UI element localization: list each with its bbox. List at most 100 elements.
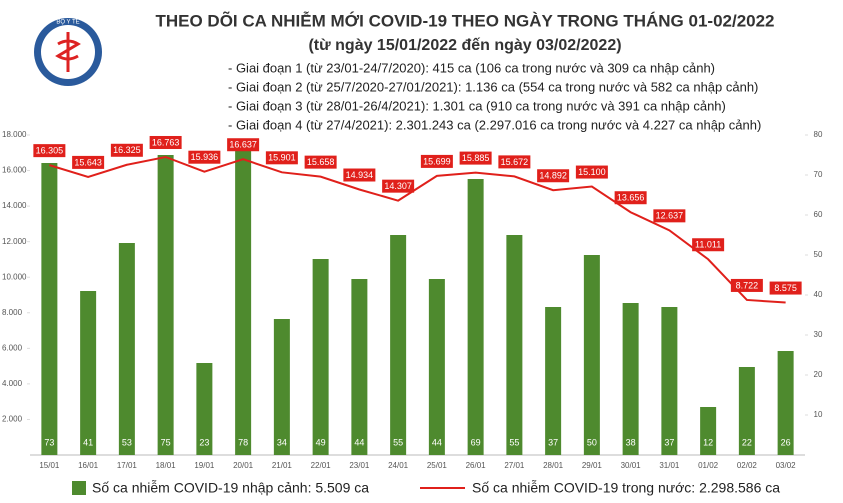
y2-tick-label: 10 [814,410,823,419]
y-tick-label: 8.000 [2,308,23,317]
line-value-label: 15.699 [423,156,451,166]
logo-text: BỘ Y TẾ [56,19,79,26]
bar-value-label: 38 [626,437,636,447]
bar-value-label: 44 [432,437,442,447]
line-value-label: 15.643 [74,157,102,167]
value-label-box [72,155,105,169]
value-label-box [265,151,298,165]
x-tick-label: 23/01 [349,461,370,470]
value-label-box [227,138,260,152]
line-value-label: 16.325 [113,145,141,155]
bar [506,235,523,455]
line-value-label: 14.934 [346,170,374,180]
y-tick-label: 12.000 [2,237,27,246]
bar [157,155,174,455]
line [49,155,786,304]
annotation: - Giai đoạn 4 (từ 27/4/2021): 2.301.243 … [228,117,761,132]
value-label-box [498,155,531,169]
legend-swatch [72,481,86,495]
line-value-label: 14.892 [539,171,567,181]
value-label-box [188,150,221,164]
value-label-box [537,169,570,183]
line-value-label: 15.885 [462,153,490,163]
value-label-box [110,143,143,157]
x-tick-label: 16/01 [78,461,99,470]
value-label-box [653,209,686,223]
x-tick-label: 02/02 [737,461,758,470]
bar [700,407,717,455]
bar [583,255,600,455]
bar-value-label: 12 [703,437,713,447]
x-tick-label: 20/01 [233,461,254,470]
line-value-label: 16.305 [36,146,64,156]
line-value-label: 15.901 [268,153,296,163]
bar [738,367,755,455]
bar-value-label: 53 [122,437,132,447]
y-tick-label: 4.000 [2,379,23,388]
x-tick-label: 15/01 [39,461,60,470]
x-tick-label: 01/02 [698,461,719,470]
bar-value-label: 73 [44,437,54,447]
line-value-label: 16.637 [229,140,257,150]
value-label-box [614,191,647,205]
chart-subtitle: (từ ngày 15/01/2022 đến ngày 03/02/2022) [308,37,621,54]
x-tick-label: 31/01 [659,461,680,470]
bar-value-label: 44 [354,437,364,447]
line-value-label: 15.100 [578,167,606,177]
y2-tick-label: 50 [814,250,823,259]
bar-value-label: 37 [664,437,674,447]
y-tick-label: 16.000 [2,166,27,175]
value-label-box [149,135,182,149]
line-value-label: 15.658 [307,157,335,167]
x-tick-label: 24/01 [388,461,409,470]
bar [390,235,407,455]
y-tick-label: 10.000 [2,272,27,281]
y-tick-label: 6.000 [2,343,23,352]
annotation: - Giai đoạn 2 (từ 25/7/2020-27/01/2021):… [228,79,758,94]
value-label-box [420,154,453,168]
y2-tick-label: 60 [814,210,823,219]
bar [467,179,484,455]
x-tick-label: 27/01 [504,461,525,470]
bar-value-label: 49 [316,437,326,447]
x-tick-label: 30/01 [621,461,642,470]
bar [273,319,290,455]
line-value-label: 15.672 [501,157,529,167]
y-tick-label: 14.000 [2,201,27,210]
x-tick-label: 03/02 [776,461,797,470]
line-value-label: 13.656 [617,193,645,203]
bar-value-label: 75 [161,437,171,447]
line-value-label: 14.307 [384,181,412,191]
value-label-box [33,144,66,158]
bar-value-label: 23 [199,437,209,447]
x-tick-label: 18/01 [156,461,177,470]
x-tick-label: 22/01 [311,461,332,470]
annotation: - Giai đoạn 3 (từ 28/01-26/4/2021): 1.30… [228,98,726,113]
value-label-box [343,168,376,182]
bar-value-label: 26 [781,437,791,447]
bar-value-label: 55 [393,437,403,447]
bar [777,351,794,455]
line-value-label: 16.763 [152,137,180,147]
y2-tick-label: 80 [814,130,823,139]
value-label-box [304,155,337,169]
line-value-label: 8.575 [774,283,797,293]
y-tick-label: 2.000 [2,415,23,424]
bar-value-label: 78 [238,437,248,447]
x-tick-label: 29/01 [582,461,603,470]
value-label-box [692,238,725,252]
bar [41,163,58,455]
bar-value-label: 50 [587,437,597,447]
bar [80,291,97,455]
x-tick-label: 25/01 [427,461,448,470]
value-label-box [575,165,608,179]
bar [545,307,562,455]
line-value-label: 11.011 [695,240,721,250]
line-value-label: 8.722 [736,280,759,290]
bar-value-label: 41 [83,437,93,447]
legend-label: Số ca nhiễm COVID-19 trong nước: 2.298.5… [472,480,780,496]
value-label-box [730,278,763,292]
bar [428,279,445,455]
line-value-label: 12.637 [656,211,684,221]
